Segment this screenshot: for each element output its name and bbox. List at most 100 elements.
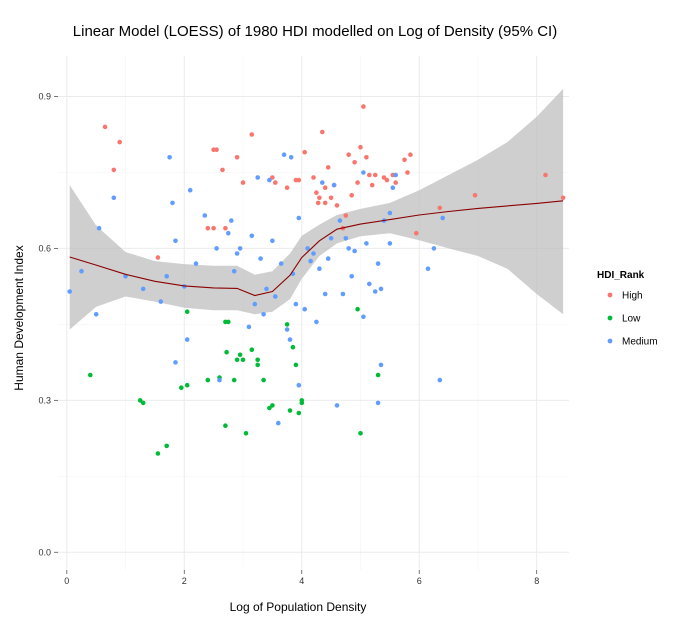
x-tick-label: 2 [182,576,187,586]
point-high [296,177,302,183]
point-high [361,104,366,109]
point-medium [375,261,381,266]
point-medium [193,261,199,266]
point-medium [288,155,294,160]
point-high [111,167,117,173]
point-medium [249,233,255,239]
point-low [375,372,381,378]
x-tick-label: 4 [299,576,304,586]
point-high [334,203,340,208]
point-medium [264,286,269,292]
point-medium [214,246,219,251]
point-low [179,385,184,391]
point-medium [361,170,366,175]
point-low [255,362,260,368]
point-medium [302,306,308,312]
scatter-points [67,104,566,456]
point-medium [296,382,302,388]
point-medium [202,213,208,218]
point-medium [267,177,272,183]
loess-fit-line [69,200,564,297]
point-medium [387,241,393,246]
point-low [293,362,299,368]
point-high [302,149,308,155]
point-medium [352,248,357,254]
point-high [414,230,419,236]
point-medium [234,251,240,256]
point-medium [187,187,193,193]
point-medium [173,238,178,244]
point-low [355,306,360,312]
point-medium [387,210,393,216]
point-medium [93,312,99,317]
point-high [543,172,548,178]
point-medium [273,294,278,299]
point-high [220,167,225,173]
point-medium [237,246,243,251]
point-high [270,175,275,180]
y-tick-label: 0.3 [38,395,51,405]
point-high [472,193,478,198]
point-high [325,165,331,170]
point-medium [229,218,234,223]
point-medium [258,256,263,261]
y-axis-ticks: 0.0 0.3 0.6 0.9 [38,92,58,557]
point-medium [440,215,446,221]
point-low [284,322,290,327]
point-high [343,213,349,218]
point-high [384,177,390,183]
point-low [290,344,296,350]
grid-lines [58,56,569,570]
point-medium [287,337,293,342]
legend-swatch-high [607,292,613,298]
point-medium [334,403,340,408]
point-high [205,225,211,231]
point-medium [217,377,222,383]
point-medium [317,266,322,272]
point-low [240,357,246,363]
point-medium [140,286,146,292]
point-low [261,377,266,383]
point-high [402,157,407,163]
point-medium [393,172,399,178]
point-high [355,180,360,185]
point-medium [111,195,117,201]
point-medium [278,261,284,266]
point-medium [343,236,349,241]
x-tick-label: 8 [534,576,539,586]
point-high [320,129,325,135]
point-medium [328,236,334,241]
point-low [270,403,275,408]
point-low [243,431,249,436]
point-high [437,205,443,211]
point-high [322,200,328,206]
y-tick-label: 0.0 [38,547,51,557]
point-medium [96,225,102,231]
point-high [346,152,352,157]
point-medium [296,215,302,221]
y-axis-label: Human Development Index [12,245,26,390]
point-high [155,255,161,260]
point-medium [372,289,378,294]
point-high [223,225,228,231]
legend-label-high: High [622,291,643,302]
point-medium [390,185,396,190]
loess-fit-path [69,200,564,297]
point-medium [364,241,369,246]
point-medium [337,218,343,223]
legend-swatch-low [607,315,613,321]
point-medium [281,152,287,157]
x-axis-label: Log of Population Density [230,600,367,614]
point-low [296,410,302,416]
legend-title: HDI_Rank [597,270,645,281]
point-medium [252,301,258,307]
point-low [358,431,363,436]
point-medium [331,182,337,188]
point-high [117,139,122,145]
point-high [314,190,319,195]
point-medium [378,362,384,368]
x-tick-label: 0 [64,576,69,586]
point-medium [293,301,299,307]
point-high [211,225,216,231]
point-low [231,377,237,383]
